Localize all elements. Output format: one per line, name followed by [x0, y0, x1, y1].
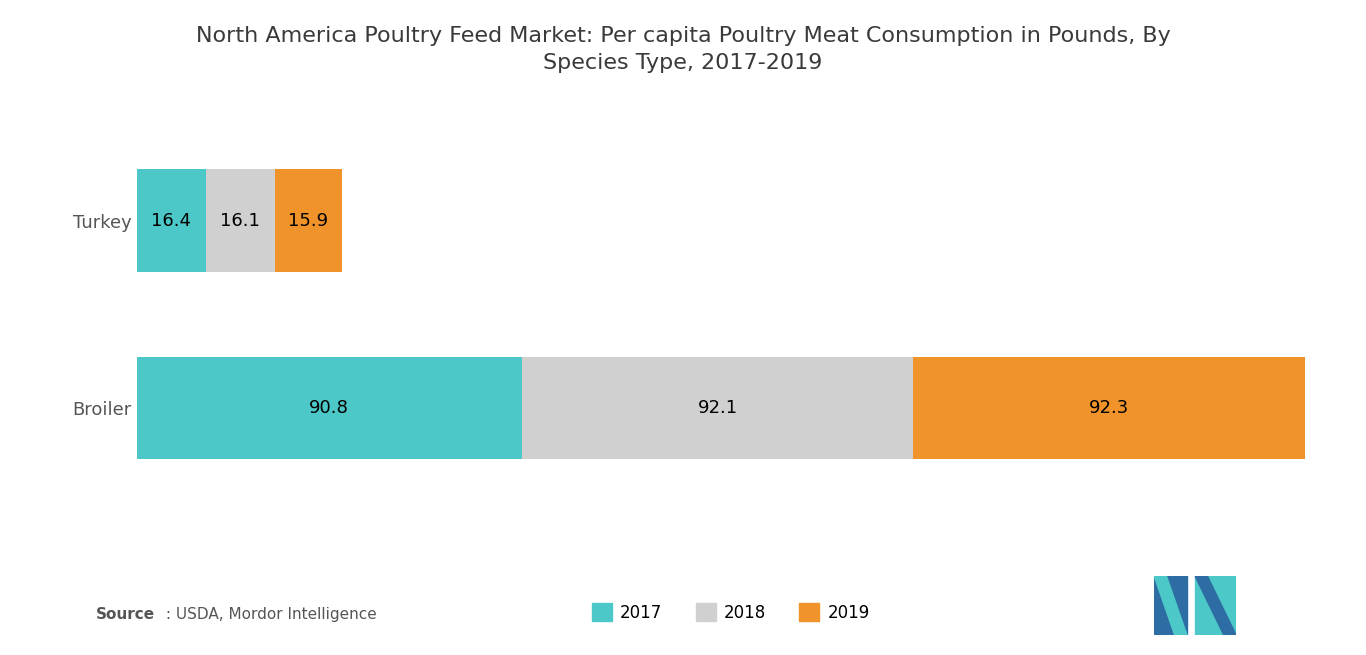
- Text: 92.3: 92.3: [1089, 399, 1128, 417]
- Text: 15.9: 15.9: [288, 212, 328, 230]
- Bar: [137, 170, 206, 272]
- Text: North America Poultry Feed Market: Per capita Poultry Meat Consumption in Pounds: North America Poultry Feed Market: Per c…: [195, 26, 1171, 73]
- Text: 16.4: 16.4: [152, 212, 191, 230]
- Text: 90.8: 90.8: [309, 399, 350, 417]
- Bar: [275, 170, 342, 272]
- Text: : USDA, Mordor Intelligence: : USDA, Mordor Intelligence: [161, 607, 377, 622]
- Bar: [912, 356, 1305, 459]
- Polygon shape: [1195, 576, 1236, 635]
- Legend: 2017, 2018, 2019: 2017, 2018, 2019: [585, 597, 877, 628]
- Polygon shape: [1154, 576, 1187, 635]
- Bar: [137, 356, 522, 459]
- Text: 92.1: 92.1: [698, 399, 738, 417]
- Polygon shape: [1154, 576, 1187, 635]
- Bar: [206, 170, 275, 272]
- Text: 16.1: 16.1: [220, 212, 261, 230]
- Bar: [522, 356, 912, 459]
- Polygon shape: [1195, 576, 1236, 635]
- Text: Source: Source: [96, 607, 154, 622]
